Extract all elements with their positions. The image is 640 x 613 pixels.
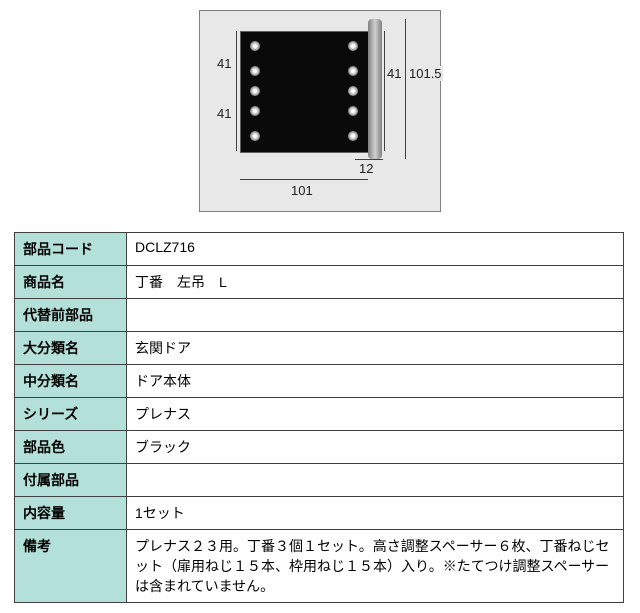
hinge-knuckle	[368, 19, 382, 159]
table-row: 代替前部品	[15, 299, 624, 332]
row-value: DCLZ716	[127, 233, 624, 266]
row-label: 備考	[15, 530, 127, 603]
hinge-diagram: 41 41 41 101.5 12 101	[199, 10, 441, 212]
table-row: 付属部品	[15, 464, 624, 497]
row-value	[127, 299, 624, 332]
table-row: 部品コードDCLZ716	[15, 233, 624, 266]
screw-hole	[348, 86, 358, 96]
row-value: ブラック	[127, 431, 624, 464]
row-value: 丁番 左吊 L	[127, 266, 624, 299]
screw-hole	[348, 41, 358, 51]
dim-line	[236, 31, 237, 151]
screw-hole	[348, 131, 358, 141]
row-label: 商品名	[15, 266, 127, 299]
table-row: シリーズプレナス	[15, 398, 624, 431]
screw-hole	[250, 131, 260, 141]
table-row: 中分類名ドア本体	[15, 365, 624, 398]
dim-left-upper: 41	[216, 56, 232, 71]
row-label: 内容量	[15, 497, 127, 530]
screw-hole	[348, 66, 358, 76]
row-value	[127, 464, 624, 497]
spec-table-body: 部品コードDCLZ716商品名丁番 左吊 L代替前部品大分類名玄関ドア中分類名ド…	[15, 233, 624, 603]
row-label: 大分類名	[15, 332, 127, 365]
row-value: プレナス２３用。丁番３個１セット。高さ調整スペーサー６枚、丁番ねじセット（扉用ね…	[127, 530, 624, 603]
screw-hole	[348, 106, 358, 116]
screw-hole	[250, 66, 260, 76]
dim-line	[240, 179, 368, 180]
screw-hole	[250, 41, 260, 51]
row-label: 部品コード	[15, 233, 127, 266]
row-label: 代替前部品	[15, 299, 127, 332]
spec-table: 部品コードDCLZ716商品名丁番 左吊 L代替前部品大分類名玄関ドア中分類名ド…	[14, 232, 624, 603]
dim-right-inner: 41	[386, 66, 402, 81]
row-label: 付属部品	[15, 464, 127, 497]
screw-hole	[250, 86, 260, 96]
row-value: 1セット	[127, 497, 624, 530]
dim-line	[355, 159, 383, 160]
table-row: 内容量1セット	[15, 497, 624, 530]
dim-line	[384, 31, 385, 151]
dim-bottom-width: 101	[290, 183, 314, 198]
dim-bottom-gap: 12	[358, 161, 374, 176]
row-value: 玄関ドア	[127, 332, 624, 365]
row-value: ドア本体	[127, 365, 624, 398]
table-row: 部品色ブラック	[15, 431, 624, 464]
screw-hole	[250, 106, 260, 116]
row-value: プレナス	[127, 398, 624, 431]
table-row: 商品名丁番 左吊 L	[15, 266, 624, 299]
row-label: 中分類名	[15, 365, 127, 398]
table-row: 大分類名玄関ドア	[15, 332, 624, 365]
dim-line	[405, 19, 406, 159]
row-label: 部品色	[15, 431, 127, 464]
dim-right-outer: 101.5	[408, 66, 443, 81]
table-row: 備考プレナス２３用。丁番３個１セット。高さ調整スペーサー６枚、丁番ねじセット（扉…	[15, 530, 624, 603]
row-label: シリーズ	[15, 398, 127, 431]
dim-left-lower: 41	[216, 106, 232, 121]
